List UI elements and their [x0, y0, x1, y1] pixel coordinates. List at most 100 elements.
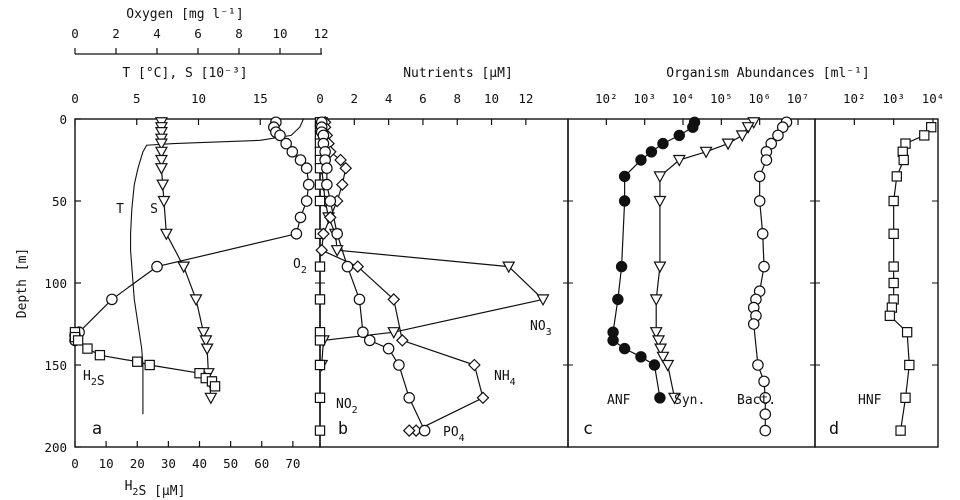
data-point-nh: [387, 293, 401, 306]
oxygen-axis-label: Oxygen [mg l⁻¹]: [126, 7, 243, 22]
panel-frames: [74, 118, 939, 448]
data-point-no: [536, 294, 550, 307]
data-point-nh: [339, 161, 353, 175]
data-point-hnf: [888, 228, 899, 239]
nutrients-tick-label: 6: [419, 91, 427, 106]
label-t: T: [116, 202, 124, 217]
data-point-hnf: [888, 195, 899, 207]
oxygen-tick-label: 2: [112, 26, 120, 41]
label-po4: PO4: [443, 425, 465, 444]
data-point-anf: [635, 154, 647, 166]
data-point-o: [290, 228, 303, 240]
data-point-syn: [653, 261, 667, 274]
data-point-no: [314, 359, 326, 371]
nutrients-tick-label: 8: [453, 91, 461, 106]
series-line-o: [74, 122, 310, 341]
oxygen-tick-label: 10: [272, 26, 287, 41]
data-point-hnf: [900, 392, 911, 404]
data-point-nh: [351, 260, 365, 273]
data-point-nh: [335, 178, 349, 191]
data-point-anf: [635, 351, 647, 363]
data-point-syn: [653, 195, 667, 208]
label-bact: Bact.: [737, 393, 776, 408]
nutrients-axis-label: Nutrients [μM]: [403, 66, 513, 81]
data-point-o: [302, 178, 315, 191]
data-point-hnf: [888, 261, 899, 272]
data-point-s: [189, 294, 203, 307]
data-point-nh: [468, 358, 481, 372]
label-nh4: NH4: [494, 369, 516, 388]
hnf-tick-label: 10³: [882, 91, 905, 106]
series-line-syn: [655, 121, 755, 398]
data-point-o: [280, 137, 292, 150]
data-point-syn: [741, 122, 755, 134]
data-point-h-s: [209, 381, 221, 392]
oxygen-tick-label: 6: [194, 26, 202, 41]
data-point-s: [200, 343, 214, 356]
data-point-anf: [612, 293, 624, 306]
data-point-no: [314, 261, 326, 272]
oxygen-tick-label: 4: [153, 26, 161, 41]
data-point-anf: [618, 342, 631, 355]
data-point-nh: [315, 243, 329, 257]
depth-tick-label: 100: [44, 276, 67, 291]
nutrients-tick-label: 2: [351, 91, 359, 106]
data-point-anf: [657, 137, 669, 150]
nutrients-tick-label: 0: [316, 91, 324, 106]
abundance-tick-label: 10²: [595, 91, 618, 106]
data-point-syn: [721, 138, 735, 151]
data-point-s: [154, 146, 168, 159]
data-point-s: [154, 163, 168, 175]
data-point-s: [177, 261, 191, 274]
h2s-tick-label: 40: [192, 456, 207, 471]
data-point-po: [393, 359, 405, 371]
h2s-tick-label: 50: [223, 456, 238, 471]
data-point-bact: [753, 195, 766, 207]
data-point-no: [314, 392, 326, 404]
depth-tick-label: 0: [59, 112, 67, 127]
data-point-bact: [752, 359, 764, 371]
series-line-po: [321, 122, 426, 431]
data-point-bact: [756, 228, 769, 240]
data-point-s: [159, 228, 173, 241]
data-point-anf: [645, 146, 658, 158]
data-point-s: [154, 127, 168, 139]
data-point-po: [341, 260, 354, 273]
depth-tick-label: 50: [52, 194, 67, 209]
label-no3: NO3: [530, 319, 552, 338]
data-point-no: [387, 327, 401, 339]
data-point-nh: [317, 227, 330, 241]
data-point-po: [382, 342, 395, 355]
data-point-hnf: [891, 171, 902, 182]
h2s-tick-label: 0: [71, 456, 79, 471]
oxygen-tick-label: 0: [71, 26, 79, 41]
data-point-hnf: [898, 154, 909, 166]
data-point-s: [157, 195, 171, 208]
data-point-bact: [772, 129, 784, 142]
data-point-po: [321, 178, 333, 191]
data-point-no: [314, 335, 326, 346]
data-point-bact: [759, 424, 772, 437]
label-h2s: H2S: [83, 369, 105, 389]
data-point-no: [314, 195, 326, 207]
data-point-hnf: [926, 121, 937, 133]
data-point-syn: [652, 335, 666, 348]
data-point-nh: [395, 334, 409, 347]
panel-b-frame: [319, 118, 569, 448]
data-point-anf: [673, 129, 685, 142]
data-point-syn: [653, 171, 667, 184]
data-point-anf: [648, 359, 661, 371]
data-point-o: [300, 162, 313, 174]
data-point-o: [294, 154, 307, 166]
data-point-nh: [323, 211, 337, 224]
data-point-o: [274, 129, 286, 142]
data-point-po: [324, 195, 337, 207]
data-point-po: [418, 424, 431, 437]
oxygen-tick-label: 12: [313, 26, 328, 41]
data-point-syn: [654, 343, 668, 356]
data-point-hnf: [888, 277, 899, 289]
data-point-anf: [687, 121, 699, 133]
data-point-syn: [667, 392, 682, 405]
